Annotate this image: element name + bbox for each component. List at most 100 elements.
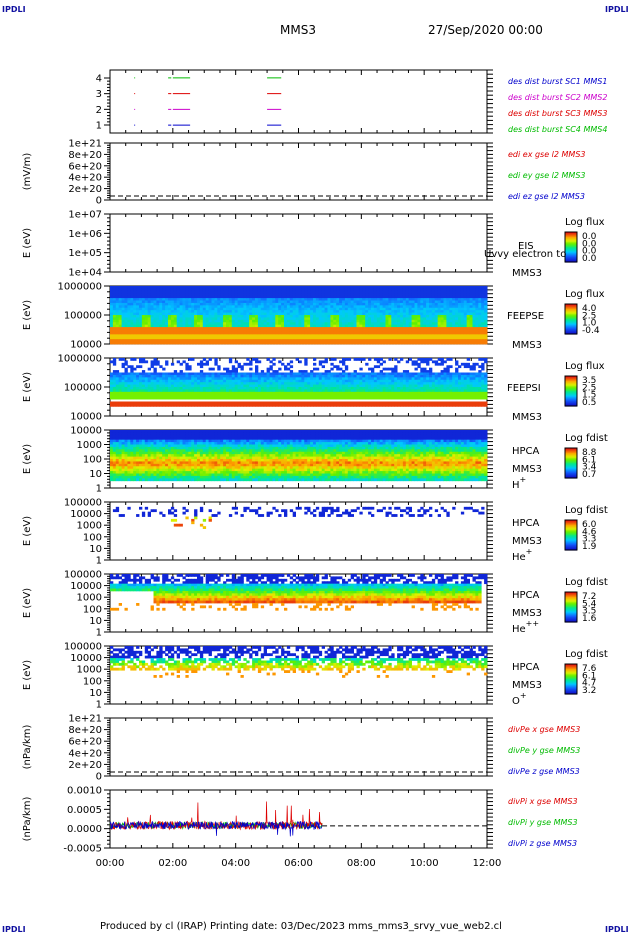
spectrogram-cell [275,396,279,400]
spectrogram-cell [159,382,163,385]
spectrogram-cell [463,312,468,316]
spectrogram-cell [156,377,160,381]
spectrogram-cell [194,290,198,294]
spectrogram-cell [153,374,157,378]
spectrogram-cell [391,307,395,311]
spectrogram-cell [176,298,180,301]
spectrogram-cell [307,305,311,309]
spectrogram-cell [223,302,227,306]
spectrogram-cell [275,379,279,383]
spectrogram-cell [310,307,314,311]
spectrogram-cell [466,331,470,335]
spectrogram-cell [382,331,386,335]
spectrogram-cell [333,312,337,316]
spectrogram-cell [243,382,247,385]
spectrogram-cell [359,372,363,376]
spectrogram-cell [463,327,468,330]
spectrogram-cell [136,365,140,369]
spectrogram-cell [365,305,369,309]
spectrogram-cell [405,339,410,342]
spectrogram-cell [136,293,140,297]
spectrogram-cell [353,300,357,304]
spectrogram-cell [420,336,424,340]
spectrogram-cell [220,319,224,323]
spectrogram-cell [292,372,296,376]
colorbar-swatch [565,232,577,234]
spectrogram-cell [205,290,209,294]
spectrogram-cell [423,324,427,328]
spectrogram-cell [226,394,230,398]
spectrogram-cell [388,305,392,309]
spectrogram-cell [318,382,323,385]
spectrogram-cell [162,396,166,400]
spectrogram-cell [234,317,238,321]
spectrogram-cell [194,293,198,297]
spectrogram-cell [234,331,238,335]
spectrogram-cell [162,324,166,328]
spectrogram-cell [376,305,381,309]
spectrogram-cell [115,324,120,328]
spectrogram-cell [185,288,189,292]
spectrogram-cell [173,322,178,326]
spectrogram-cell [249,362,253,366]
spectrogram-cell [199,341,204,345]
spectrogram-cell [197,327,201,330]
spectrogram-cell [130,288,134,292]
spectrogram-cell [205,374,209,378]
spectrogram-cell [255,310,259,313]
y-tick-label: 100000 [64,383,102,394]
spectrogram-cell [130,319,134,323]
spectrogram-cell [226,327,230,330]
spectrogram-cell [481,339,485,342]
spectrogram-cell [414,334,418,338]
spectrogram-cell [295,336,299,340]
spectrogram-cell [199,322,204,326]
spectrogram-cell [275,324,279,328]
spectrogram-cell [237,384,241,388]
spectrogram-cell [301,384,305,388]
spectrogram-cell [156,295,160,299]
spectrogram-cell [368,384,372,388]
spectrogram-cell [376,302,381,306]
spectrogram-cell [414,319,418,323]
spectrogram-cell [162,384,166,388]
spectrogram-cell [133,382,137,385]
spectrogram-cell [423,331,427,335]
spectrogram-cell [275,317,279,321]
spectrogram-cell [217,396,221,400]
spectrogram-cell [336,401,340,405]
spectrogram-cell [208,396,212,400]
panel-frame [109,142,488,201]
spectrogram-cell [289,312,294,316]
spectrogram-cell [266,336,270,340]
spectrogram-cell [373,286,378,289]
spectrogram-cell [211,372,215,376]
spectrogram-cell [411,300,415,304]
spectrogram-cell [162,288,166,292]
spectrogram-cell [127,322,131,326]
spectrogram-cell [472,341,476,345]
spectrogram-cell [136,331,140,335]
spectrogram-cell [182,334,186,338]
spectrogram-cell [289,286,294,289]
spectrogram-cell [214,322,218,326]
spectrogram-cell [458,300,462,304]
spectrogram-cell [275,302,279,306]
spectrogram-cell [440,295,444,299]
spectrogram-cell [168,302,172,306]
spectrogram-cell [185,293,189,297]
spectrogram-cell [278,319,282,323]
spectrogram-cell [260,295,265,299]
spectrogram-cell [272,305,276,309]
spectrogram-cell [185,310,189,313]
spectrogram-cell [423,310,427,313]
spectrogram-cell [301,391,305,395]
spectrogram-cell [431,334,436,338]
spectrogram-cell [307,327,311,330]
spectrogram-cell [179,339,183,342]
spectrogram-cell [269,394,273,398]
spectrogram-cell [298,394,302,398]
spectrogram-cell [275,374,279,378]
spectrogram-cell [449,327,453,330]
spectrogram-cell [214,293,218,297]
